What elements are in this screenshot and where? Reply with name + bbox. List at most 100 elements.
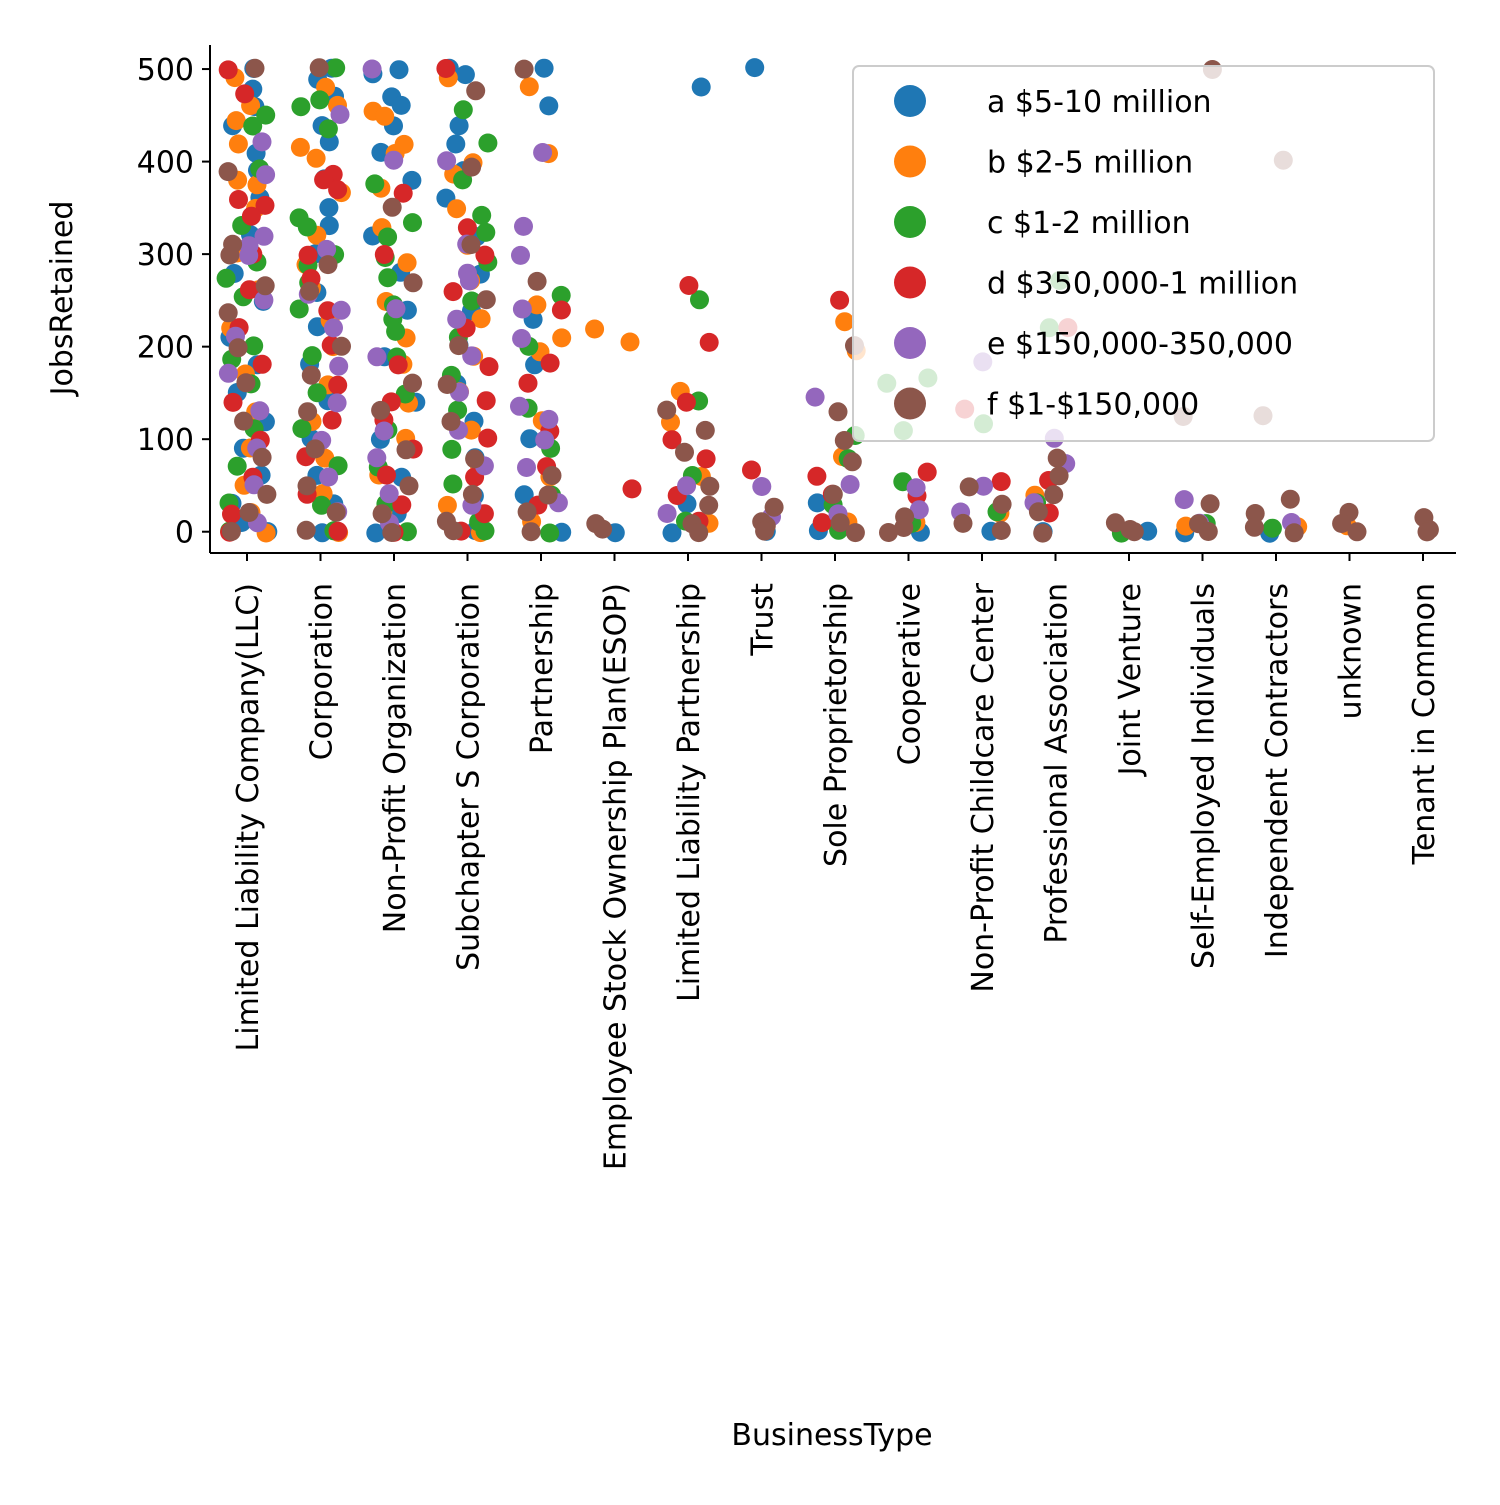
data-point [397, 253, 417, 273]
data-point [517, 458, 536, 477]
data-point [366, 523, 386, 543]
data-point [807, 466, 827, 486]
data-point [1047, 448, 1067, 468]
data-point [479, 357, 499, 377]
data-point [519, 77, 539, 97]
data-point [307, 383, 327, 403]
data-point [992, 494, 1012, 514]
data-point [330, 105, 350, 124]
legend-marker [894, 266, 926, 299]
data-point [764, 497, 784, 517]
data-point [677, 476, 697, 496]
data-point [462, 291, 482, 311]
data-point [220, 245, 240, 265]
data-point [436, 59, 456, 78]
data-point [909, 500, 929, 520]
data-point [991, 521, 1011, 540]
x-tick-label: Limited Liability Company(LLC) [231, 583, 266, 1051]
data-point [256, 105, 276, 125]
data-point [289, 299, 309, 319]
x-tick-label: Employee Stock Ownership Plan(ESOP) [599, 583, 634, 1170]
data-point [1200, 494, 1220, 514]
data-point [510, 396, 529, 416]
data-point [917, 462, 937, 482]
y-tick-label: 500 [137, 53, 194, 88]
data-point [514, 485, 534, 505]
data-point [517, 502, 537, 522]
data-point [318, 301, 338, 321]
data-point [252, 447, 272, 467]
data-point [378, 268, 398, 288]
data-point [540, 353, 560, 373]
data-point [332, 336, 351, 356]
y-ticks: 0 100 200 300 400 500 [137, 53, 210, 551]
data-point [538, 485, 558, 505]
data-point [222, 504, 241, 524]
data-point [455, 65, 475, 85]
data-point [1124, 522, 1144, 542]
data-point [291, 97, 311, 117]
data-point [386, 299, 406, 319]
x-tick-label: Partnership [525, 583, 560, 754]
data-point [393, 183, 413, 203]
data-point [228, 134, 248, 154]
data-point [593, 519, 613, 539]
legend-label: c $1-2 million [987, 206, 1191, 241]
data-point [329, 356, 349, 376]
data-point [461, 235, 481, 255]
data-point [396, 440, 416, 460]
data-point [830, 513, 850, 533]
x-ticks: Limited Liability Company(LLC) Corporatio… [231, 553, 1442, 1170]
data-point [449, 336, 469, 356]
data-point [974, 476, 993, 496]
data-point [1347, 522, 1367, 542]
data-point [1332, 514, 1352, 533]
data-point [298, 402, 318, 422]
data-point [512, 299, 532, 319]
data-point [367, 448, 387, 468]
data-point [252, 354, 272, 374]
data-point [236, 373, 256, 393]
data-point [382, 197, 402, 217]
data-point [475, 245, 495, 265]
data-point [679, 276, 699, 295]
data-point [234, 411, 254, 431]
data-point [1049, 466, 1069, 486]
data-point [459, 271, 479, 291]
data-point [403, 273, 423, 293]
legend: a $5-10 million b $2-5 million c $1-2 mill… [852, 65, 1435, 442]
data-point [521, 522, 541, 542]
y-tick-label: 100 [137, 423, 194, 458]
data-point [471, 309, 491, 329]
data-point [535, 430, 555, 450]
data-point [318, 119, 338, 139]
data-point [542, 466, 562, 485]
data-point [388, 355, 408, 375]
data-point [403, 373, 422, 393]
data-point [478, 428, 498, 448]
data-point [534, 58, 554, 78]
data-point [446, 134, 466, 154]
data-point [239, 280, 259, 300]
data-point [805, 387, 825, 407]
data-point [437, 495, 457, 515]
x-tick-label: Non-Profit Childcare Center [966, 582, 1001, 992]
data-point [476, 290, 496, 310]
data-point [441, 412, 461, 431]
y-axis-title: JobsRetained [45, 201, 80, 398]
data-point [879, 523, 898, 542]
data-point [374, 421, 394, 441]
y-tick-label: 400 [137, 146, 194, 181]
data-point [447, 199, 467, 219]
data-point [437, 151, 457, 171]
data-point [842, 452, 862, 472]
data-point [443, 474, 463, 494]
data-point [812, 513, 832, 533]
axes-layer [209, 45, 1456, 554]
data-point [442, 439, 462, 459]
data-point [328, 180, 348, 200]
data-point [297, 476, 317, 496]
data-point [539, 409, 559, 429]
data-point [317, 239, 337, 259]
